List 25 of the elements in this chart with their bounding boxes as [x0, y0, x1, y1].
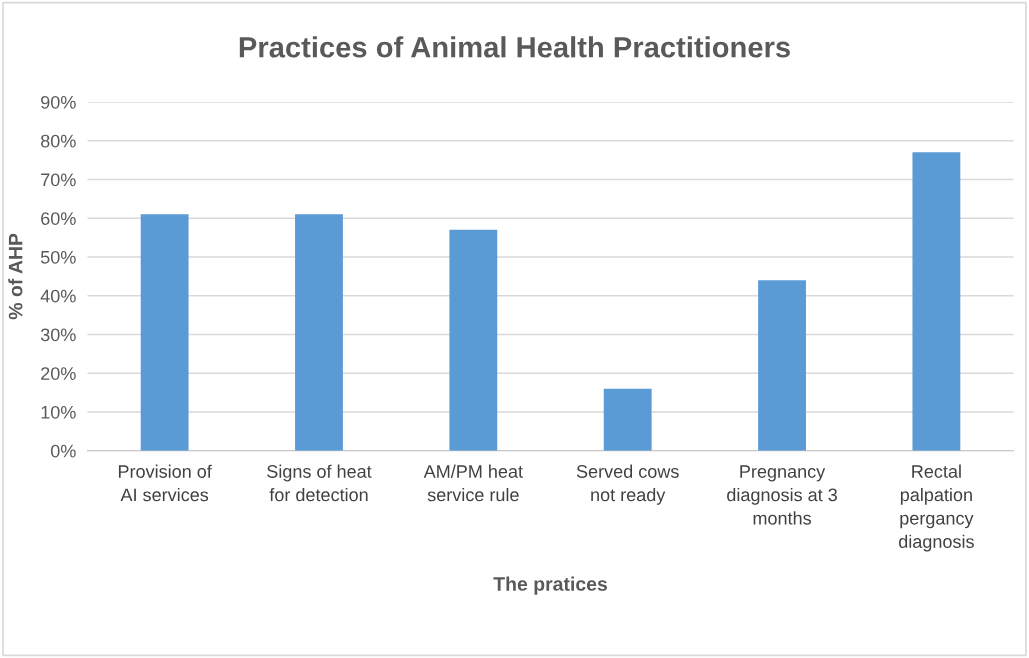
bar [295, 214, 343, 451]
y-tick-label: 80% [41, 134, 76, 148]
x-tick-label: Served cows not ready [576, 464, 679, 505]
x-axis-title: The pratices [493, 576, 607, 595]
x-tick-label: Provision of AI services [118, 464, 212, 502]
y-tick-label: 20% [41, 367, 76, 380]
y-tick-label: 0% [50, 444, 76, 458]
bar [449, 229, 498, 451]
y-axis-title: % of AHP [8, 233, 23, 320]
bar [912, 152, 961, 451]
x-tick-label: Signs of heat for detection [267, 464, 372, 502]
y-tick-label: 10% [41, 405, 76, 419]
x-tick-label: Pregnancy diagnosis at 3 months [727, 465, 837, 525]
bar [603, 388, 652, 451]
y-tick-label: 40% [40, 289, 76, 303]
y-tick-label: 30% [40, 328, 76, 342]
x-tick-label: AM/PM heat service rule [423, 464, 523, 502]
y-tick-label: 70% [41, 173, 76, 187]
y-tick-label: 60% [41, 212, 76, 225]
bar [758, 280, 806, 451]
chart-title: Practices of Animal Health Practitioners [239, 36, 790, 58]
y-tick-label: 90% [41, 95, 76, 109]
bar [140, 214, 189, 451]
x-tick-label: Rectal palpation pergancy diagnosis [899, 464, 974, 552]
y-tick-label: 50% [40, 250, 76, 264]
